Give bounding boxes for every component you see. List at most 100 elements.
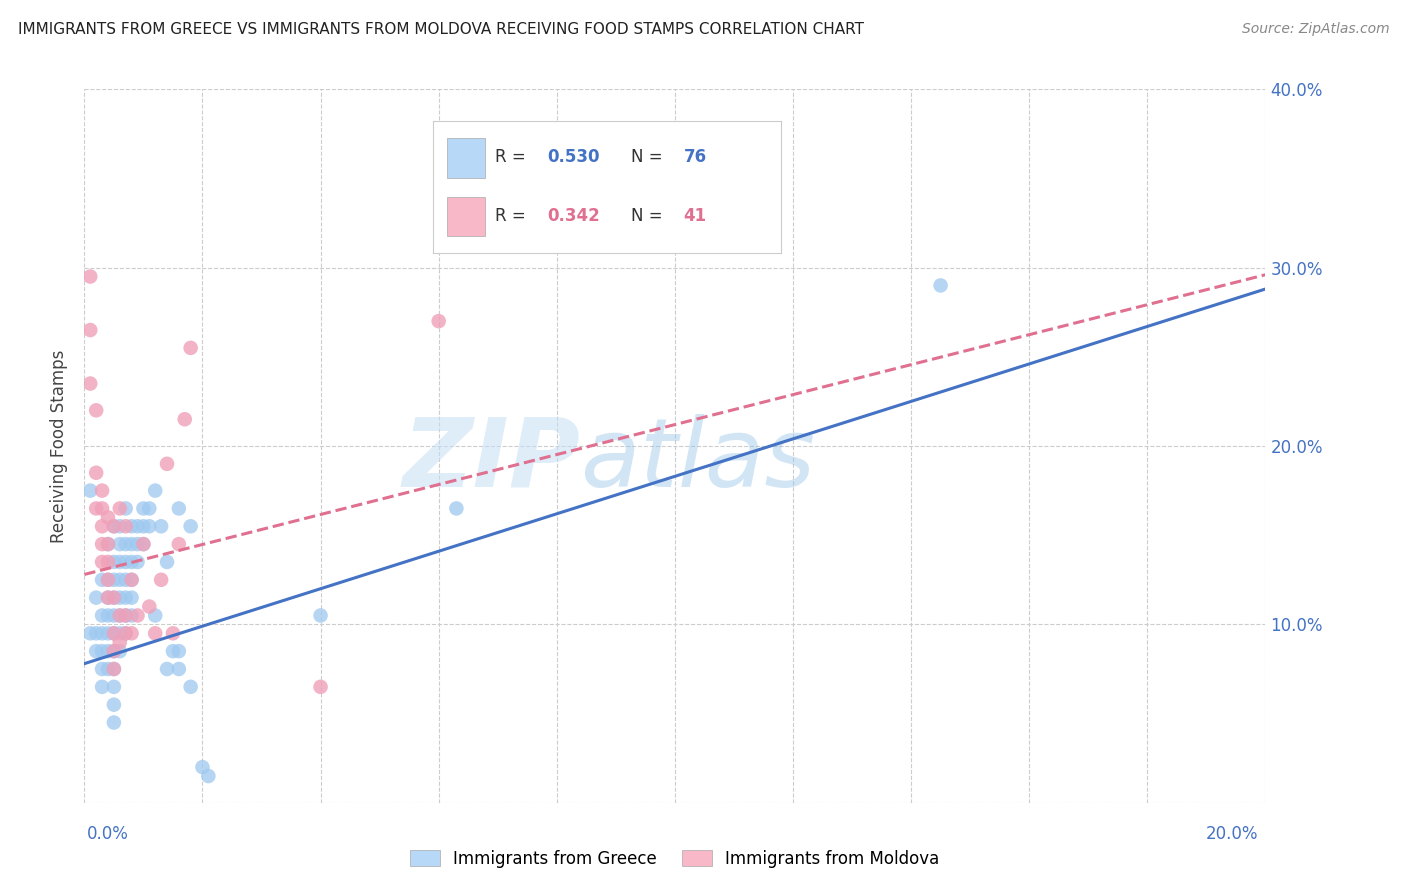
Point [121,608,143,623]
Point [114,608,136,623]
Text: 76: 76 [683,148,707,166]
Point [138,519,160,533]
Text: atlas: atlas [581,414,815,507]
Point [114,555,136,569]
Point [103,680,125,694]
Point [103,644,125,658]
Point [167,644,190,658]
Point [79,483,101,498]
Point [143,626,166,640]
Point [97,591,120,605]
Point [114,501,136,516]
Legend: Immigrants from Greece, Immigrants from Moldova: Immigrants from Greece, Immigrants from … [404,844,946,875]
Point [79,323,101,337]
Text: 20.0%: 20.0% [1206,825,1258,843]
Point [91,537,114,551]
Point [150,573,173,587]
Text: 41: 41 [683,207,707,226]
Point [79,626,101,640]
Point [143,483,166,498]
Text: 0.530: 0.530 [548,148,600,166]
Point [162,626,184,640]
Point [150,519,173,533]
Point [127,608,149,623]
Point [167,662,190,676]
Point [91,626,114,640]
Point [97,510,120,524]
Point [91,662,114,676]
Point [127,555,149,569]
Point [132,537,155,551]
Point [103,644,125,658]
Point [97,573,120,587]
Point [127,537,149,551]
Point [103,519,125,533]
Text: 0.342: 0.342 [548,207,600,226]
Point [103,715,125,730]
Point [97,591,120,605]
Point [103,555,125,569]
Point [114,626,136,640]
Point [132,501,155,516]
Text: 0.0%: 0.0% [87,825,129,843]
Point [180,680,202,694]
Point [167,537,190,551]
Point [121,573,143,587]
Point [97,626,120,640]
Point [84,501,107,516]
Point [114,519,136,533]
Point [156,662,179,676]
Point [114,591,136,605]
Point [79,269,101,284]
Point [180,519,202,533]
Point [132,537,155,551]
Point [197,769,219,783]
Point [108,519,131,533]
Point [103,573,125,587]
Text: Source: ZipAtlas.com: Source: ZipAtlas.com [1241,22,1389,37]
Point [108,501,131,516]
Point [103,626,125,640]
Point [97,644,120,658]
Point [162,644,184,658]
Point [108,635,131,649]
Text: R =: R = [495,207,531,226]
Point [84,466,107,480]
Point [114,626,136,640]
Point [108,537,131,551]
Point [103,608,125,623]
Point [167,501,190,516]
Point [108,626,131,640]
Point [156,457,179,471]
Point [97,662,120,676]
Text: N =: N = [631,207,668,226]
Point [121,573,143,587]
Point [91,608,114,623]
Point [103,662,125,676]
Point [97,537,120,551]
Point [103,626,125,640]
Point [91,644,114,658]
Point [108,555,131,569]
Point [138,599,160,614]
Point [446,501,468,516]
Point [143,608,166,623]
Point [84,591,107,605]
Point [97,537,120,551]
Point [103,698,125,712]
Point [84,644,107,658]
Point [156,555,179,569]
Point [108,608,131,623]
Point [91,501,114,516]
FancyBboxPatch shape [447,196,485,236]
Point [108,591,131,605]
Point [427,314,450,328]
Point [664,180,686,194]
Point [121,626,143,640]
Point [97,555,120,569]
Point [114,573,136,587]
Point [127,519,149,533]
Point [191,760,214,774]
Point [91,680,114,694]
Point [91,573,114,587]
